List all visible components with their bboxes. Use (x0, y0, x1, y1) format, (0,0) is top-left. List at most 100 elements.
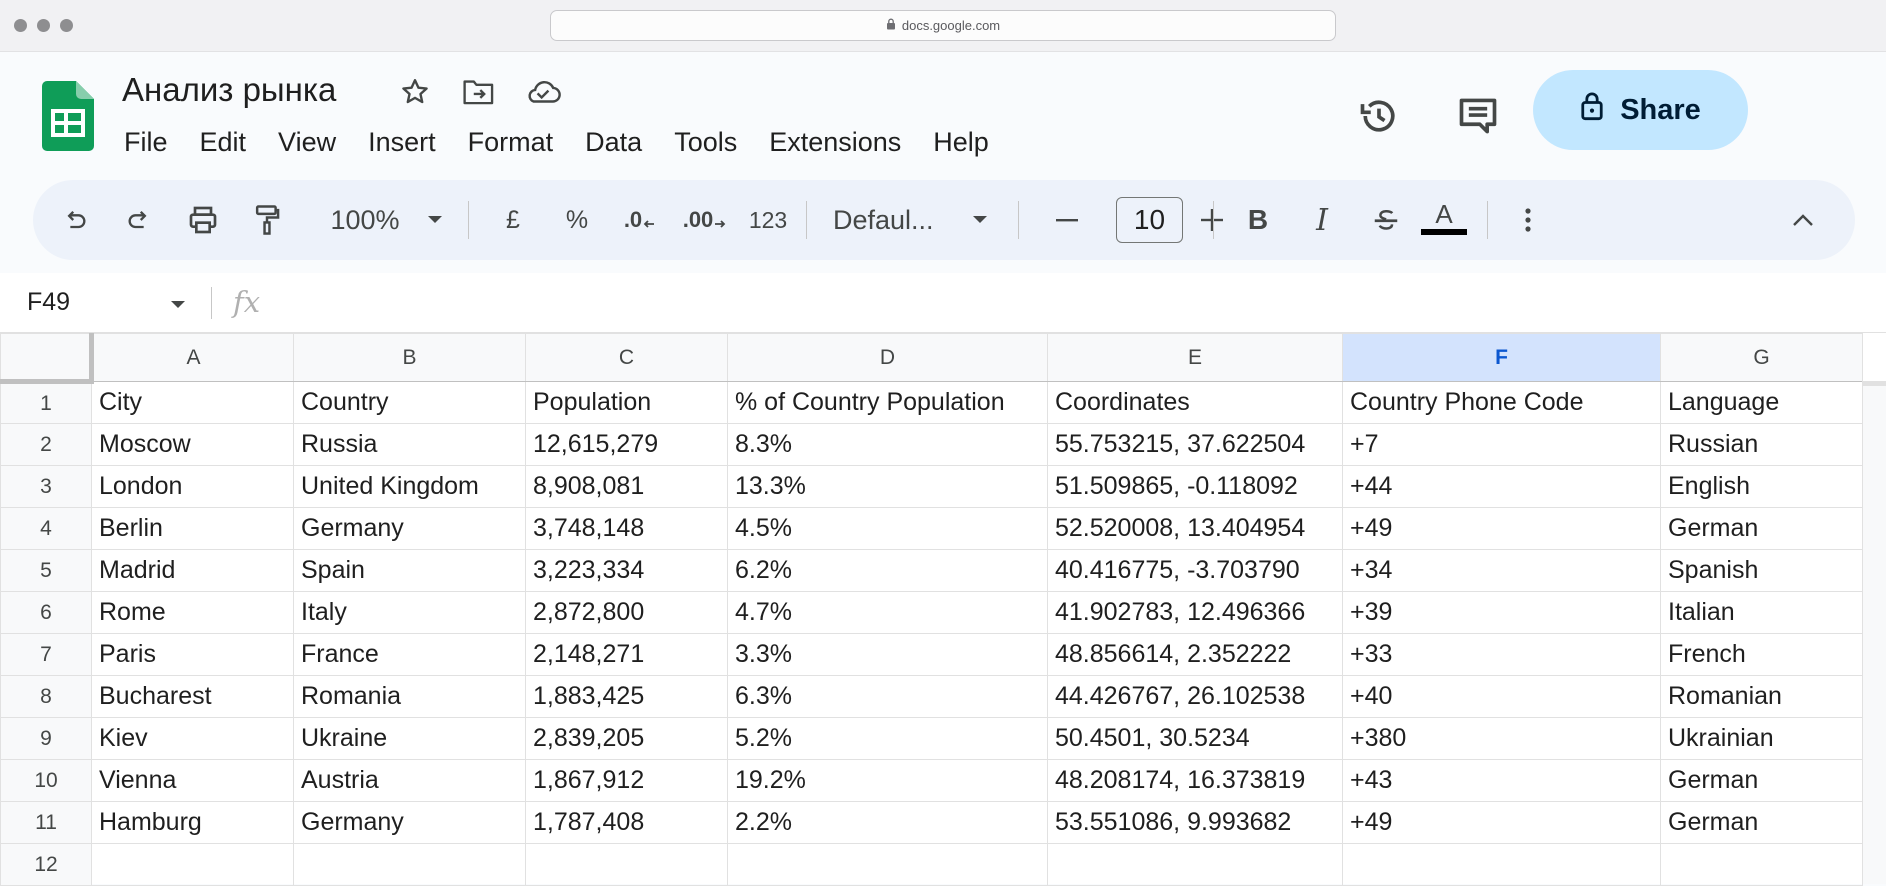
cell-d5[interactable]: 6.2% (727, 549, 1048, 592)
cell-g4[interactable]: German (1660, 507, 1863, 550)
cell-c2[interactable]: 12,615,279 (525, 423, 728, 466)
cell-b12[interactable] (293, 843, 526, 886)
cell-g9[interactable]: Ukrainian (1660, 717, 1863, 760)
star-icon[interactable] (396, 73, 434, 111)
text-color-button[interactable]: A (1419, 180, 1469, 260)
menu-file[interactable]: File (124, 127, 168, 157)
row-header[interactable]: 5 (0, 549, 92, 592)
cell-g11[interactable]: German (1660, 801, 1863, 844)
cell-c1[interactable]: Population (525, 381, 728, 424)
column-header-d[interactable]: D (727, 333, 1048, 382)
zoom-dropdown-icon[interactable] (420, 180, 450, 260)
cell-f9[interactable]: +380 (1342, 717, 1661, 760)
column-header-g[interactable]: G (1660, 333, 1863, 382)
column-header-c[interactable]: C (525, 333, 728, 382)
cell-c10[interactable]: 1,867,912 (525, 759, 728, 802)
cell-a8[interactable]: Bucharest (91, 675, 294, 718)
cell-g5[interactable]: Spanish (1660, 549, 1863, 592)
cell-g7[interactable]: French (1660, 633, 1863, 676)
cell-b4[interactable]: Germany (293, 507, 526, 550)
name-box[interactable]: F49 (27, 288, 71, 316)
cell-e11[interactable]: 53.551086, 9.993682 (1047, 801, 1343, 844)
cell-c11[interactable]: 1,787,408 (525, 801, 728, 844)
row-header[interactable]: 8 (0, 675, 92, 718)
cell-e9[interactable]: 50.4501, 30.5234 (1047, 717, 1343, 760)
cell-f12[interactable] (1342, 843, 1661, 886)
cell-d8[interactable]: 6.3% (727, 675, 1048, 718)
cell-a3[interactable]: London (91, 465, 294, 508)
menu-edit[interactable]: Edit (199, 127, 247, 157)
cell-d3[interactable]: 13.3% (727, 465, 1048, 508)
cell-g1[interactable]: Language (1660, 381, 1863, 424)
bold-button[interactable]: B (1238, 180, 1278, 260)
sheets-logo-icon[interactable] (42, 81, 94, 151)
row-header[interactable]: 7 (0, 633, 92, 676)
cell-c8[interactable]: 1,883,425 (525, 675, 728, 718)
cell-a2[interactable]: Moscow (91, 423, 294, 466)
collapse-toolbar-icon[interactable] (1783, 180, 1823, 260)
increase-decimal-button[interactable]: .00 (677, 180, 733, 260)
cell-b9[interactable]: Ukraine (293, 717, 526, 760)
cell-f6[interactable]: +39 (1342, 591, 1661, 634)
cell-a5[interactable]: Madrid (91, 549, 294, 592)
cell-b2[interactable]: Russia (293, 423, 526, 466)
cell-e6[interactable]: 41.902783, 12.496366 (1047, 591, 1343, 634)
cell-f2[interactable]: +7 (1342, 423, 1661, 466)
cell-c4[interactable]: 3,748,148 (525, 507, 728, 550)
cell-f7[interactable]: +33 (1342, 633, 1661, 676)
cell-b7[interactable]: France (293, 633, 526, 676)
cell-e5[interactable]: 40.416775, -3.703790 (1047, 549, 1343, 592)
cell-d9[interactable]: 5.2% (727, 717, 1048, 760)
print-icon[interactable] (183, 180, 223, 260)
select-all-corner[interactable] (0, 333, 94, 384)
column-header-f[interactable]: F (1342, 333, 1661, 382)
name-box-dropdown-icon[interactable] (170, 297, 186, 315)
cell-e8[interactable]: 44.426767, 26.102538 (1047, 675, 1343, 718)
decrease-font-size-icon[interactable] (1049, 180, 1085, 260)
cell-a7[interactable]: Paris (91, 633, 294, 676)
cell-b3[interactable]: United Kingdom (293, 465, 526, 508)
cell-c12[interactable] (525, 843, 728, 886)
redo-icon[interactable] (119, 180, 159, 260)
cell-f11[interactable]: +49 (1342, 801, 1661, 844)
currency-format-button[interactable]: £ (493, 180, 533, 260)
column-header-b[interactable]: B (293, 333, 526, 382)
version-history-icon[interactable] (1351, 88, 1407, 144)
italic-button[interactable]: I (1302, 180, 1342, 260)
menu-tools[interactable]: Tools (674, 127, 738, 157)
row-header[interactable]: 4 (0, 507, 92, 550)
cell-g10[interactable]: German (1660, 759, 1863, 802)
row-header[interactable]: 1 (0, 381, 92, 424)
cell-f4[interactable]: +49 (1342, 507, 1661, 550)
menu-view[interactable]: View (278, 127, 337, 157)
comments-icon[interactable] (1450, 88, 1506, 144)
cell-e7[interactable]: 48.856614, 2.352222 (1047, 633, 1343, 676)
close-window-button[interactable] (14, 19, 27, 32)
font-size-input[interactable]: 10 (1116, 197, 1183, 243)
menu-format[interactable]: Format (467, 127, 554, 157)
menu-extensions[interactable]: Extensions (769, 127, 902, 157)
cell-c6[interactable]: 2,872,800 (525, 591, 728, 634)
move-folder-icon[interactable] (460, 73, 498, 111)
cell-d12[interactable] (727, 843, 1048, 886)
maximize-window-button[interactable] (60, 19, 73, 32)
cell-d6[interactable]: 4.7% (727, 591, 1048, 634)
font-family-select[interactable]: Defaul... (833, 180, 949, 260)
cell-c7[interactable]: 2,148,271 (525, 633, 728, 676)
cell-f10[interactable]: +43 (1342, 759, 1661, 802)
cell-d4[interactable]: 4.5% (727, 507, 1048, 550)
address-bar[interactable]: docs.google.com (550, 10, 1336, 41)
percent-format-button[interactable]: % (557, 180, 597, 260)
menu-help[interactable]: Help (933, 127, 989, 157)
cell-b1[interactable]: Country (293, 381, 526, 424)
row-header[interactable]: 10 (0, 759, 92, 802)
cell-a11[interactable]: Hamburg (91, 801, 294, 844)
cell-d7[interactable]: 3.3% (727, 633, 1048, 676)
scrollbar-thumb[interactable] (1863, 381, 1886, 386)
decrease-decimal-button[interactable]: .0 (615, 180, 665, 260)
cell-e4[interactable]: 52.520008, 13.404954 (1047, 507, 1343, 550)
increase-font-size-icon[interactable] (1194, 180, 1230, 260)
zoom-select[interactable]: 100% (321, 180, 409, 260)
paint-format-icon[interactable] (247, 180, 287, 260)
column-header-a[interactable]: A (91, 333, 294, 382)
